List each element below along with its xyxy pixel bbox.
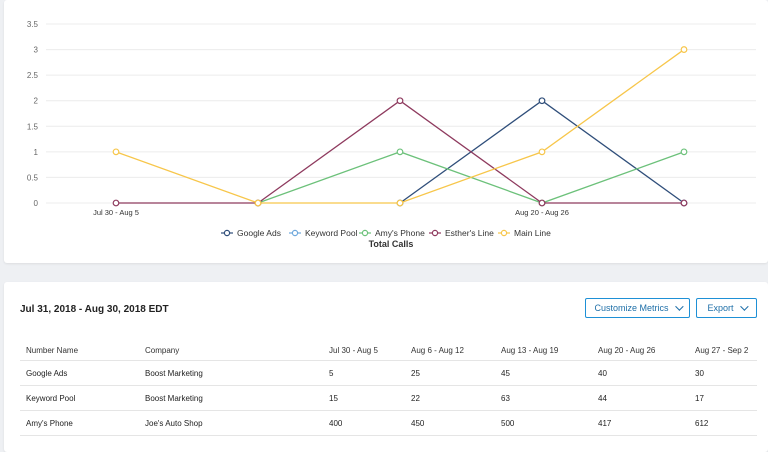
data-point xyxy=(396,199,404,207)
table-cell: Joe's Auto Shop xyxy=(139,410,323,436)
data-point xyxy=(112,199,120,207)
data-point xyxy=(680,199,688,207)
legend-swatch-marker xyxy=(431,229,439,237)
y-tick-label: 3 xyxy=(34,46,39,55)
legend-swatch-marker xyxy=(361,229,369,237)
table-cell: Boost Marketing xyxy=(139,385,323,411)
table-cell: Amy's Phone xyxy=(20,410,139,436)
table-cell: 450 xyxy=(405,410,495,436)
data-point xyxy=(538,97,546,105)
data-point xyxy=(396,97,404,105)
column-header[interactable]: Number Name xyxy=(20,340,139,361)
column-header[interactable]: Aug 6 - Aug 12 xyxy=(405,340,495,361)
table-cell: 5 xyxy=(323,360,405,386)
chevron-down-icon xyxy=(739,302,749,311)
data-point xyxy=(538,148,546,156)
column-header[interactable]: Aug 13 - Aug 19 xyxy=(495,340,592,361)
y-tick-label: 1 xyxy=(34,148,39,157)
table-row[interactable]: Keyword Pool Boost Marketing 15 22 63 44… xyxy=(20,385,757,411)
legend-entry: Amy's Phone xyxy=(375,228,425,238)
data-point xyxy=(538,199,546,207)
data-point xyxy=(254,199,262,207)
table-cell: 500 xyxy=(495,410,592,436)
legend-swatch-marker xyxy=(291,229,299,237)
data-point xyxy=(680,148,688,156)
table-cell: 612 xyxy=(689,410,757,436)
table-cell: 15 xyxy=(323,385,405,411)
chart-title: Total Calls xyxy=(369,239,414,249)
chart-card: 0 0.5 1 1.5 2 2.5 3 3.5 Jul 30 - Aug 5 Aug 20 - A… xyxy=(4,0,768,263)
legend-entry: Keyword Pool xyxy=(305,228,358,238)
table-cell: 63 xyxy=(495,385,592,411)
y-tick-label: 3.5 xyxy=(27,20,39,29)
table-cell: Boost Marketing xyxy=(139,360,323,386)
line-chart: 0 0.5 1 1.5 2 2.5 3 3.5 Jul 30 - Aug 5 Aug 20 - A… xyxy=(27,20,756,249)
table-cell: 17 xyxy=(689,385,757,411)
report-card: Jul 31, 2018 - Aug 30, 2018 EDT Customiz… xyxy=(4,282,768,452)
legend-entry: Esther's Line xyxy=(445,228,494,238)
column-header[interactable]: Aug 20 - Aug 26 xyxy=(592,340,689,361)
table-cell: 22 xyxy=(405,385,495,411)
data-point xyxy=(396,148,404,156)
data-point xyxy=(680,46,688,53)
x-tick-label: Jul 30 - Aug 5 xyxy=(93,208,139,217)
table-row[interactable]: Google Ads Boost Marketing 5 25 45 40 30 xyxy=(20,360,757,386)
chevron-down-icon xyxy=(674,302,684,311)
customize-metrics-button[interactable]: Customize Metrics xyxy=(585,298,690,318)
legend-swatch-marker xyxy=(500,229,508,237)
table-cell: 417 xyxy=(592,410,689,436)
legend-entry: Google Ads xyxy=(237,228,281,238)
table-cell: 40 xyxy=(592,360,689,386)
export-button[interactable]: Export xyxy=(696,298,757,318)
column-header[interactable]: Company xyxy=(139,340,323,361)
table-cell: 30 xyxy=(689,360,757,386)
table-cell: 25 xyxy=(405,360,495,386)
table-cell: 44 xyxy=(592,385,689,411)
column-header[interactable]: Aug 27 - Sep 2 xyxy=(689,340,757,361)
legend-swatch-marker xyxy=(223,229,231,237)
table-header-row: Number Name Company Jul 30 - Aug 5 Aug 6… xyxy=(20,340,757,361)
customize-metrics-label: Customize Metrics xyxy=(594,303,669,313)
table-cell: 45 xyxy=(495,360,592,386)
table-cell: Google Ads xyxy=(20,360,139,386)
x-tick-label: Aug 20 - Aug 26 xyxy=(515,208,569,217)
export-label: Export xyxy=(707,303,734,313)
table-row[interactable]: Amy's Phone Joe's Auto Shop 400 450 500 … xyxy=(20,410,757,436)
metrics-table: Number Name Company Jul 30 - Aug 5 Aug 6… xyxy=(20,340,757,436)
table-cell: Keyword Pool xyxy=(20,385,139,411)
y-tick-label: 2 xyxy=(34,97,39,106)
y-tick-label: 1.5 xyxy=(27,122,39,131)
data-point xyxy=(112,148,120,156)
legend-entry: Main Line xyxy=(514,228,551,238)
y-tick-label: 0 xyxy=(34,199,39,208)
date-range: Jul 31, 2018 - Aug 30, 2018 EDT xyxy=(20,304,169,315)
y-tick-label: 2.5 xyxy=(27,71,39,80)
y-tick-label: 0.5 xyxy=(27,173,39,182)
table-cell: 400 xyxy=(323,410,405,436)
column-header[interactable]: Jul 30 - Aug 5 xyxy=(323,340,405,361)
